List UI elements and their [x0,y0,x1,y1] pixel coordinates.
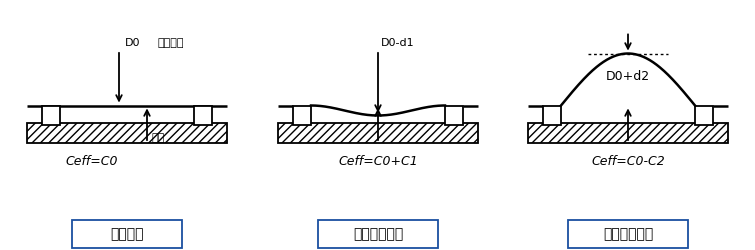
Text: 吹气响应动作: 吹气响应动作 [603,227,653,241]
Bar [72,220,182,248]
Text: Ceff=C0-C2: Ceff=C0-C2 [591,155,665,168]
Text: D0+d2: D0+d2 [606,70,650,84]
Bar [278,123,478,143]
Text: 正常状态: 正常状态 [110,227,143,241]
Text: D0-d1: D0-d1 [381,38,414,48]
Bar [528,123,728,143]
Bar [27,123,227,143]
Bar [42,106,60,124]
Text: Ceff=C0: Ceff=C0 [66,155,119,168]
Bar [293,106,311,124]
Bar [194,106,212,124]
Text: Ceff=C0+C1: Ceff=C0+C1 [338,155,418,168]
Bar [445,106,463,124]
Text: 吸烟响应动作: 吸烟响应动作 [353,227,403,241]
Bar [695,106,713,124]
Bar [568,220,688,248]
Bar [543,106,561,124]
Text: 导电薄膜: 导电薄膜 [157,38,183,48]
Bar [318,220,438,248]
Text: 基板: 基板 [152,133,165,143]
Text: D0: D0 [125,38,140,48]
